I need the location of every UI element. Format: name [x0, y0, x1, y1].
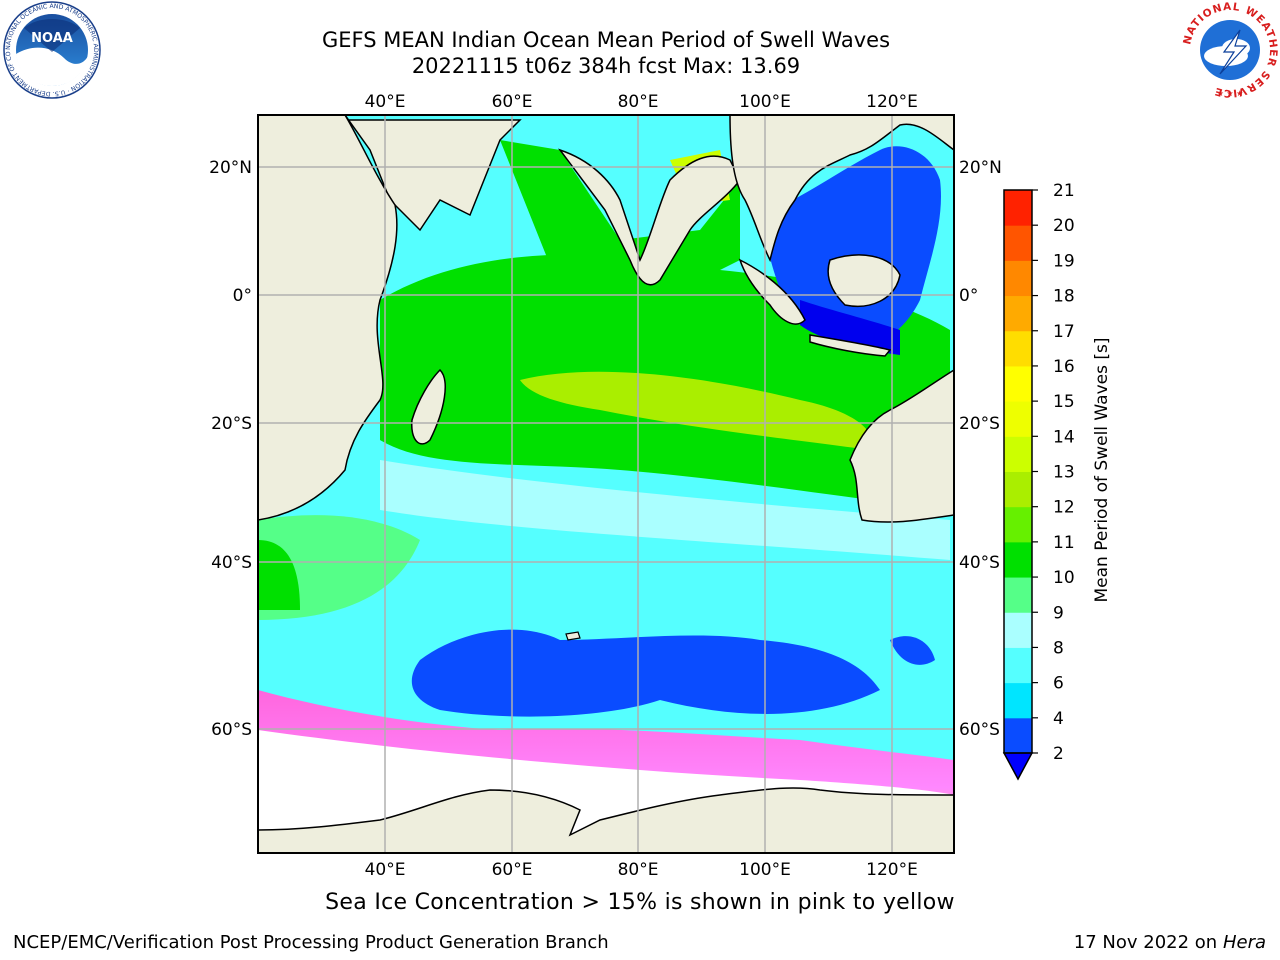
footer-host: Hera: [1222, 932, 1266, 953]
lon-tick-bottom: 100°E: [739, 860, 791, 880]
colorbar: 2 4 6 8 9 10 11 12 13 14 15 16 17 18 19 20 21: [1002, 181, 1075, 781]
lon-tick-bottom: 60°E: [492, 860, 533, 880]
land-sumatra: [738, 258, 806, 325]
land-java: [809, 334, 892, 357]
noaa-logo: NATIONAL OCEANIC AND ATMOSPHERIC ADMINIS…: [2, 0, 101, 99]
lon-tick-top: 60°E: [492, 92, 533, 112]
graticule: [258, 115, 954, 853]
chart-subtitle: 20221115 t06z 384h fcst Max: 13.69: [411, 54, 801, 78]
colorbar-tick-label: 8: [1053, 638, 1064, 658]
land-antarctica: [258, 787, 954, 853]
lon-ticks-top: 40°E 60°E 80°E 100°E 120°E: [365, 92, 918, 112]
land-arabia: [258, 115, 522, 232]
footer-timestamp: 17 Nov 2022 on Hera: [1074, 932, 1266, 953]
colorbar-segment: [1004, 365, 1032, 402]
colorbar-tick-label: 13: [1053, 463, 1075, 483]
colorbar-tick-label: 15: [1053, 392, 1075, 412]
lon-tick-bottom: 80°E: [618, 860, 659, 880]
colorbar-tick-label: 19: [1053, 251, 1075, 271]
noaa-logo-text: NOAA: [31, 31, 73, 46]
swell-band-yellowgreen: [520, 371, 872, 450]
colorbar-segment: [1004, 577, 1032, 613]
colorbar-segment: [1004, 295, 1032, 332]
footer-date: 17 Nov 2022 on: [1073, 932, 1218, 953]
lat-tick-right: 20°N: [959, 158, 1002, 178]
colorbar-segment: [1004, 717, 1032, 754]
colorbar-tick-label: 12: [1053, 498, 1075, 518]
colorbar-segment: [1004, 647, 1032, 684]
map-field: [258, 115, 954, 853]
swell-band-midlat: [380, 460, 950, 560]
colorbar-tick-label: 16: [1053, 357, 1075, 377]
lon-tick-top: 100°E: [739, 92, 791, 112]
lat-ticks-left: 20°N 0° 20°S 40°S 60°S: [209, 158, 252, 740]
colorbar-segment: [1004, 682, 1032, 719]
lon-tick-bottom: 120°E: [866, 860, 918, 880]
lat-tick-right: 60°S: [959, 720, 1000, 740]
chart-title: GEFS MEAN Indian Ocean Mean Period of Sw…: [321, 28, 891, 52]
land-kerguelen: [565, 631, 581, 641]
swell-band-green-north: [500, 140, 740, 290]
colorbar-under-arrow: [1002, 752, 1034, 781]
land-borneo: [827, 254, 901, 307]
colorbar-tick-label: 14: [1053, 427, 1075, 447]
lon-tick-top: 80°E: [618, 92, 659, 112]
colorbar-tick-label: 4: [1053, 709, 1064, 729]
lat-ticks-right: 20°N 0° 20°S 40°S 60°S: [959, 158, 1002, 740]
lat-tick-left: 60°S: [211, 720, 252, 740]
nws-logo: NATIONAL WEATHER SERVICE ★ ★ ★: [1181, 1, 1278, 99]
colorbar-segment: [1004, 225, 1032, 261]
colorbar-segment: [1004, 471, 1032, 508]
svg-text:★ ★ ★: ★ ★ ★: [1217, 89, 1244, 98]
colorbar-tick-label: 2: [1053, 744, 1064, 764]
lat-tick-left: 20°S: [211, 414, 252, 434]
lat-tick-left: 40°S: [211, 553, 252, 573]
lat-tick-right: 20°S: [959, 414, 1000, 434]
colorbar-segment: [1004, 436, 1032, 472]
lat-tick-right: 0°: [959, 286, 978, 306]
colorbar-tick-label: 18: [1053, 287, 1075, 307]
colorbar-segment: [1004, 612, 1032, 648]
colorbar-segment: [1004, 190, 1032, 226]
lon-tick-bottom: 40°E: [365, 860, 406, 880]
lat-tick-left: 0°: [233, 286, 252, 306]
land-australia: [849, 369, 954, 523]
map-frame: [257, 114, 955, 854]
land-madagascar: [411, 368, 446, 445]
colorbar-segment: [1004, 401, 1032, 437]
colorbar-tick-label: 6: [1053, 674, 1064, 694]
colorbar-tick-label: 11: [1053, 533, 1075, 553]
colorbar-segment: [1004, 506, 1032, 543]
lat-tick-left: 20°N: [209, 158, 252, 178]
colorbar-tick-label: 21: [1053, 181, 1075, 201]
footer-credit: NCEP/EMC/Verification Post Processing Pr…: [13, 932, 609, 953]
land-africa: [258, 115, 398, 521]
land-india: [557, 148, 741, 286]
lon-tick-top: 40°E: [365, 92, 406, 112]
colorbar-tick-label: 10: [1053, 568, 1075, 588]
colorbar-label: Mean Period of Swell Waves [s]: [1092, 338, 1112, 603]
swell-patch-low-south: [411, 629, 880, 717]
colorbar-segment: [1004, 260, 1032, 297]
lat-tick-right: 40°S: [959, 553, 1000, 573]
colorbar-tick-label: 17: [1053, 322, 1075, 342]
colorbar-tick-label: 9: [1053, 603, 1064, 623]
colorbar-segment: [1004, 541, 1032, 578]
lon-tick-top: 120°E: [866, 92, 918, 112]
colorbar-segment: [1004, 330, 1032, 367]
land-southeast-asia: [729, 115, 954, 263]
swell-band-southwest-core: [258, 540, 300, 610]
lon-ticks-bottom: 40°E 60°E 80°E 100°E 120°E: [365, 860, 918, 880]
sea-ice-caption: Sea Ice Concentration > 15% is shown in …: [325, 890, 955, 915]
colorbar-tick-label: 20: [1053, 216, 1075, 236]
